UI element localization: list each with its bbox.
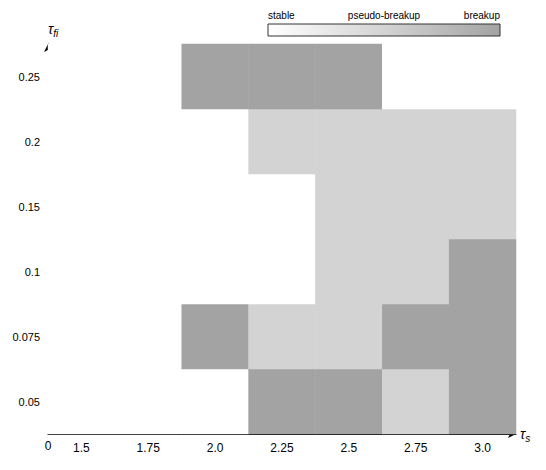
svg-text:2.25: 2.25 [270, 441, 294, 455]
svg-text:τ: τ [48, 21, 54, 37]
svg-text:τ: τ [520, 426, 526, 442]
svg-text:s: s [525, 433, 530, 444]
svg-text:0.1: 0.1 [25, 266, 40, 278]
svg-text:2.5: 2.5 [341, 441, 358, 455]
svg-text:0.05: 0.05 [19, 396, 40, 408]
svg-text:0.075: 0.075 [12, 331, 40, 343]
svg-text:0.2: 0.2 [25, 136, 40, 148]
svg-text:0.15: 0.15 [19, 201, 40, 213]
svg-text:breakup: breakup [464, 10, 501, 21]
svg-text:0.25: 0.25 [19, 71, 40, 83]
svg-text:0: 0 [45, 439, 52, 453]
svg-text:2.75: 2.75 [404, 441, 428, 455]
svg-text:stable: stable [268, 10, 295, 21]
svg-text:1.5: 1.5 [73, 441, 90, 455]
svg-text:1.75: 1.75 [137, 441, 161, 455]
svg-text:pseudo-breakup: pseudo-breakup [348, 10, 421, 21]
svg-text:2.0: 2.0 [207, 441, 224, 455]
svg-text:fi: fi [53, 28, 59, 39]
svg-text:3.0: 3.0 [474, 441, 491, 455]
